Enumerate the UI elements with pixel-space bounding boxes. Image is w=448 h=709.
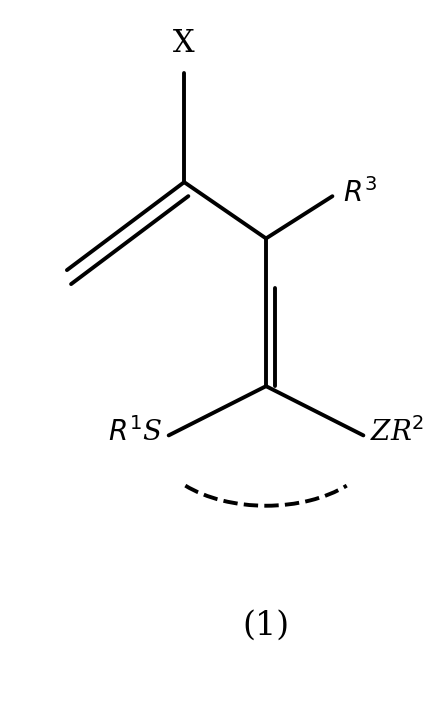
Text: X: X xyxy=(173,28,195,59)
Text: (1): (1) xyxy=(242,609,289,642)
Text: $R^3$: $R^3$ xyxy=(344,178,378,208)
Text: ZR$^2$: ZR$^2$ xyxy=(370,417,423,447)
Text: $R^1$S: $R^1$S xyxy=(108,417,162,447)
